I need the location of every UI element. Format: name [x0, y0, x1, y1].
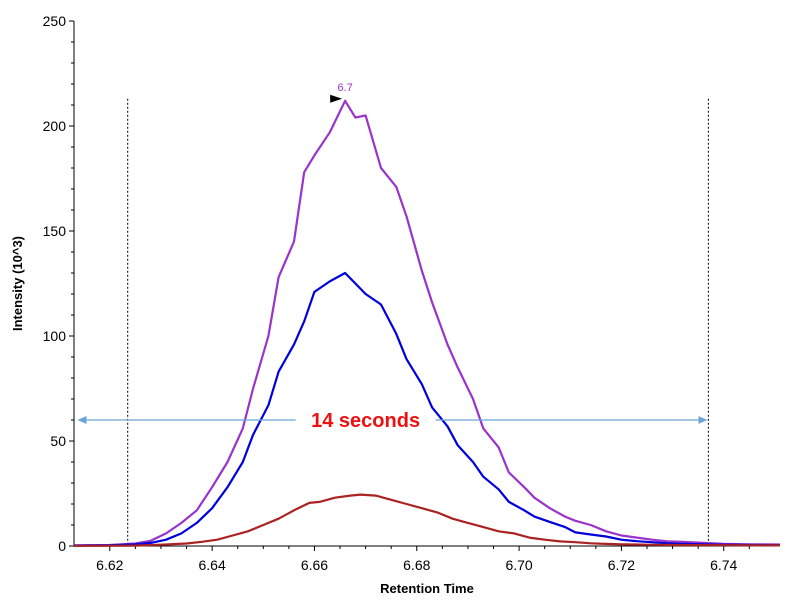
x-tick-label: 6.70 — [505, 557, 532, 573]
y-tick-label: 150 — [43, 223, 67, 239]
x-tick-label: 6.72 — [608, 557, 635, 573]
x-tick-label: 6.62 — [96, 557, 123, 573]
integration-boundaries — [127, 98, 709, 546]
peak-label: 6.7 — [337, 82, 352, 94]
series-line-red — [74, 493, 781, 547]
y-tick-label: 200 — [43, 118, 67, 134]
span-annotation: 14 seconds — [77, 410, 708, 432]
y-tick-label: 0 — [58, 538, 66, 554]
x-tick-label: 6.64 — [199, 557, 226, 573]
y-tick-label: 100 — [43, 328, 67, 344]
x-tick-label: 6.68 — [403, 557, 430, 573]
peak-annotation: 6.7 — [330, 82, 353, 103]
y-ticks: 0 50 100 150 200 250 — [43, 13, 74, 554]
y-tick-label: 250 — [43, 13, 67, 29]
x-tick-label: 6.66 — [301, 557, 328, 573]
x-tick-label: 6.74 — [710, 557, 737, 573]
series-line-blue — [73, 271, 781, 547]
x-ticks: 6.62 6.64 6.66 6.68 6.70 6.72 6.74 — [96, 546, 750, 573]
span-annotation-text: 14 seconds — [311, 410, 420, 432]
y-tick-label: 50 — [50, 433, 66, 449]
series-lines — [73, 99, 781, 547]
series-line-purple — [73, 99, 781, 547]
peak-marker-icon — [330, 94, 343, 103]
y-axis-title: Intensity (10^3) — [10, 236, 25, 331]
x-axis-title: Retention Time — [380, 581, 474, 596]
